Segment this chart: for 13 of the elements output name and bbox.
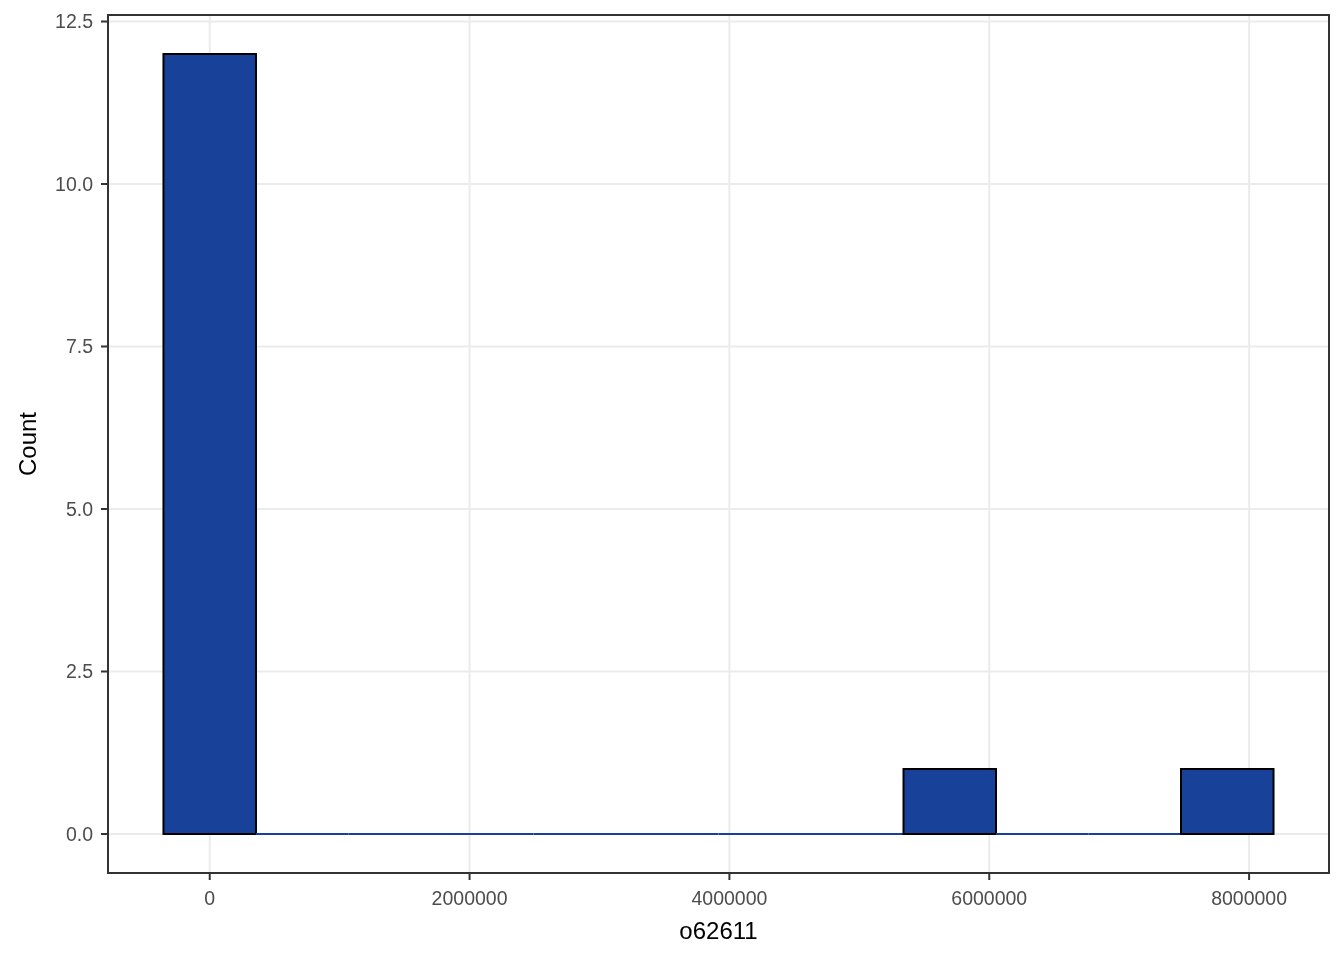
y-tick-label: 12.5 bbox=[55, 10, 94, 33]
y-tick-label: 10.0 bbox=[55, 172, 94, 195]
y-tick-label: 2.5 bbox=[65, 660, 94, 683]
x-tick-label: 0 bbox=[204, 886, 216, 909]
y-axis-title: Count bbox=[13, 411, 41, 477]
x-axis-title: o62611 bbox=[679, 916, 758, 944]
x-tick-label: 8000000 bbox=[1211, 886, 1288, 909]
y-tick-label: 7.5 bbox=[65, 335, 94, 358]
x-tick-label: 6000000 bbox=[951, 886, 1028, 909]
y-tick-label: 5.0 bbox=[65, 497, 94, 520]
y-tick-label: 0.0 bbox=[65, 822, 94, 845]
x-tick-label: 2000000 bbox=[431, 886, 508, 909]
x-tick-label: 4000000 bbox=[691, 886, 768, 909]
